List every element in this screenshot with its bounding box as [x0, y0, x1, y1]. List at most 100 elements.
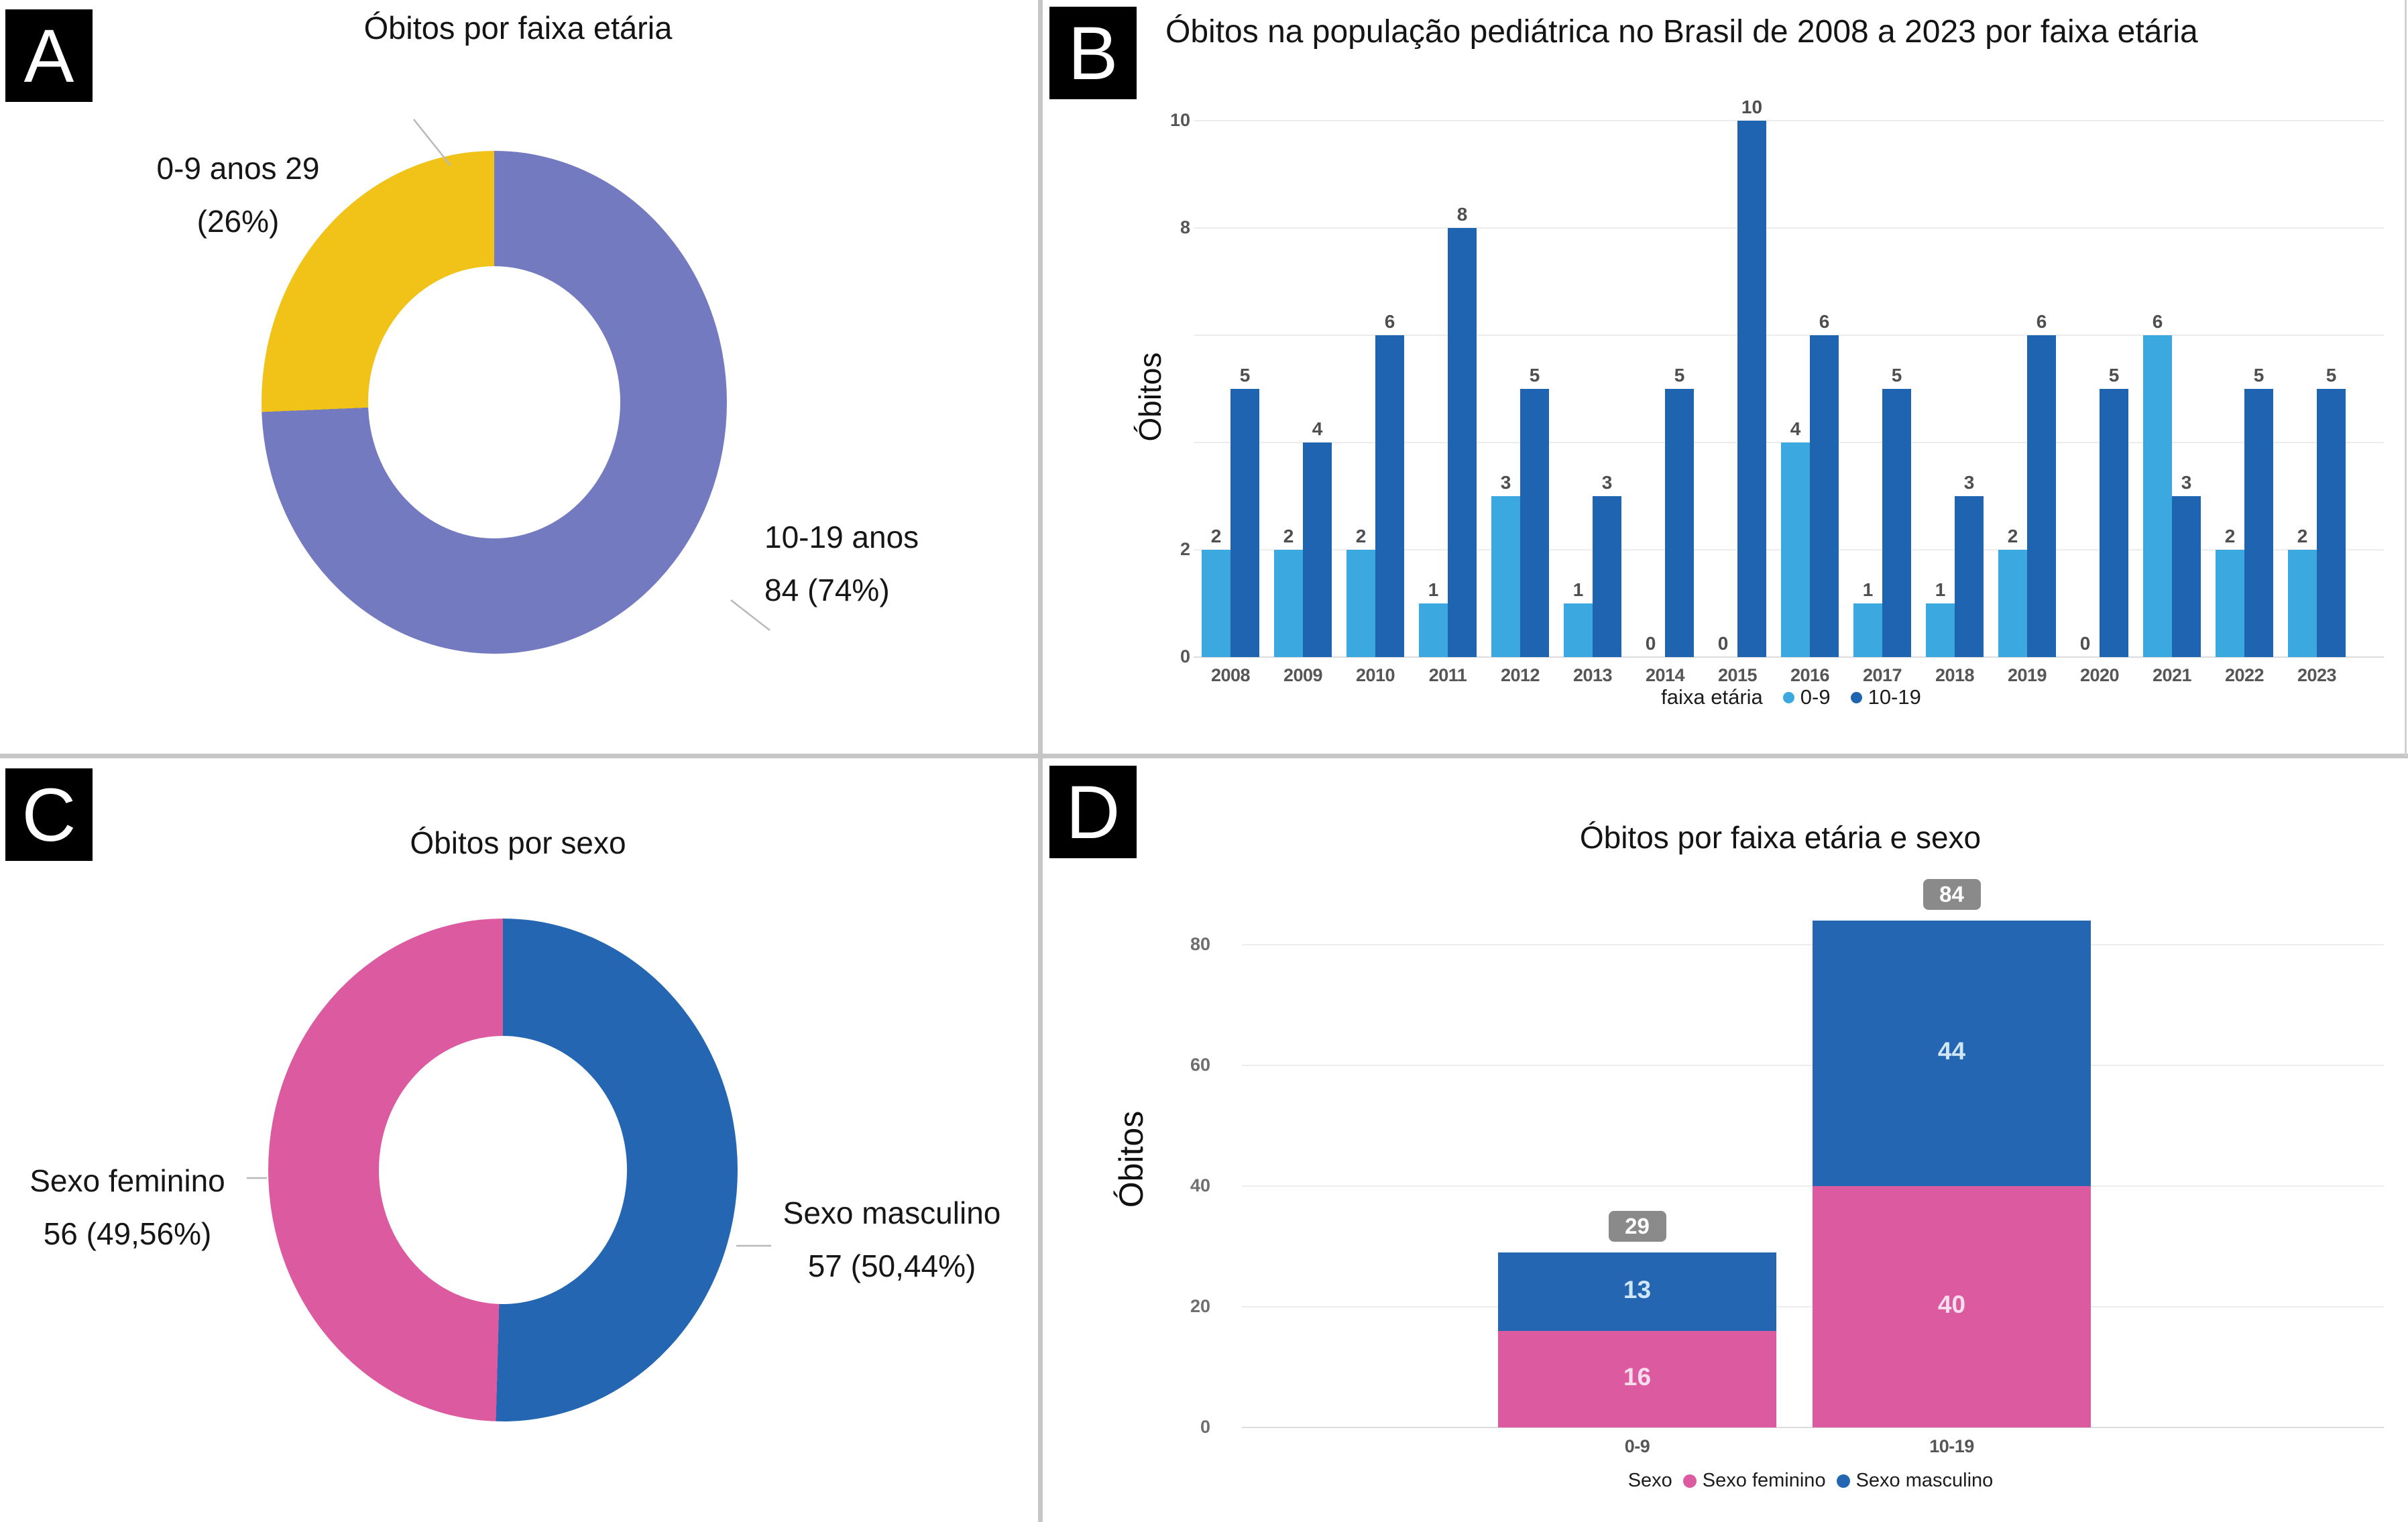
bar-value-label: 1	[1935, 579, 1946, 600]
segment-Sexo masculino	[1813, 921, 2091, 1186]
legend-dot	[1682, 1474, 1697, 1488]
panel-b-deaths-by-year-bar-chart: B Óbitos na população pediátrica no Bras…	[1046, 0, 2408, 755]
bar-value-label: 1	[1428, 579, 1439, 600]
bar-0-9	[1491, 496, 1520, 657]
x-tick-label: 2023	[2297, 665, 2337, 685]
panel-a-title: Óbitos por faixa etária	[363, 10, 673, 46]
bar-value-label: 2	[1355, 526, 1367, 546]
bar-value-label: 6	[1819, 311, 1830, 332]
legend-item-Sexo masculino: Sexo masculino	[1836, 1470, 1994, 1492]
gridline	[1194, 335, 2384, 336]
legend-item-10-19: 10-19	[1850, 685, 1921, 709]
panel-c-letter: C	[5, 768, 93, 861]
x-tick-label: 10-19	[1929, 1436, 1974, 1456]
bar-value-label: 4	[1790, 418, 1801, 439]
bar-0-9	[1564, 603, 1593, 657]
bar-10-19	[2172, 496, 2201, 657]
segment-Sexo feminino	[1813, 1186, 2091, 1427]
bar-10-19	[1955, 496, 1984, 657]
legend-item-label: 0-9	[1800, 685, 1831, 709]
bar-value-label: 5	[1529, 365, 1540, 386]
legend-dot	[1850, 691, 1862, 703]
bar-10-19	[1448, 228, 1477, 657]
bar-0-9	[1202, 550, 1230, 657]
x-tick-label: 2022	[2224, 665, 2264, 685]
legend-title: Sexo	[1627, 1470, 1672, 1491]
bar-value-label: 0	[2079, 633, 2091, 654]
panel-d-legend: Sexo Sexo feminino Sexo masculino	[1241, 1470, 2381, 1492]
legend-item-Sexo feminino: Sexo feminino	[1682, 1470, 1826, 1492]
bar-value-label: 0	[1717, 633, 1729, 654]
x-tick-label: 2015	[1717, 665, 1758, 685]
legend-title: faixa etária	[1661, 685, 1763, 709]
legend-item-label: 10-19	[1868, 685, 1921, 709]
slice-label-10-19-line2: 84 (74%)	[764, 573, 890, 608]
bar-0-9	[2216, 550, 2244, 657]
bar-10-19	[2100, 389, 2128, 657]
panel-b-letter: B	[1049, 7, 1137, 99]
panel-b-title: Óbitos na população pediátrica no Brasil…	[1165, 14, 2198, 50]
bar-value-label: 2	[2224, 526, 2236, 546]
x-tick-label: 2008	[1210, 665, 1251, 685]
bar-0-9	[2143, 335, 2172, 657]
bar-value-label: 5	[2108, 365, 2120, 386]
bar-value-label: 6	[1384, 311, 1395, 332]
legend-item-label: Sexo masculino	[1855, 1470, 1994, 1491]
panel-d-y-axis-label: Óbitos	[1112, 1110, 1150, 1208]
bar-10-19	[1375, 335, 1404, 657]
y-tick-label: 8	[1180, 217, 1190, 237]
bar-0-9	[1781, 443, 1810, 657]
x-tick-label: 2010	[1355, 665, 1395, 685]
panel-c-title: Óbitos por sexo	[410, 825, 626, 860]
segment-Sexo masculino	[1498, 1252, 1776, 1331]
y-tick-label: 0	[1180, 646, 1190, 666]
bar-value-label: 5	[1891, 365, 1902, 386]
gridline	[1194, 227, 2384, 229]
gridline	[1194, 120, 2384, 121]
x-tick-label: 2020	[2079, 665, 2120, 685]
legend-item-label: Sexo feminino	[1702, 1470, 1826, 1491]
segment-Sexo feminino	[1498, 1331, 1776, 1427]
bar-0-9	[1926, 603, 1955, 657]
bar-value-label: 8	[1456, 204, 1468, 225]
y-tick-label: 0	[1200, 1417, 1210, 1437]
x-tick-label: 2017	[1862, 665, 1902, 685]
slice-label-masculino: Sexo masculino 57 (50,44%)	[741, 1187, 1043, 1293]
bar-value-label: 0	[1645, 633, 1656, 654]
x-tick-label: 2014	[1645, 665, 1685, 685]
bar-value-label: 5	[2326, 365, 2337, 386]
bar-value-label: 5	[1674, 365, 1685, 386]
bar-value-label: 2	[2297, 526, 2308, 546]
x-axis-line	[1242, 1427, 2384, 1428]
panel-d-deaths-by-age-sex-stacked-bar: D Óbitos por faixa etária e sexo Óbitos …	[1046, 758, 2408, 1522]
bar-10-19	[1230, 389, 1259, 657]
slice-label-feminino-line2: 56 (49,56%)	[43, 1216, 212, 1252]
bar-0-9	[1274, 550, 1303, 657]
panel-d-letter: D	[1049, 766, 1137, 858]
bar-value-label: 2	[2007, 526, 2018, 546]
bar-10-19	[1737, 121, 1766, 657]
legend-dot	[1836, 1474, 1850, 1488]
x-tick-label: 2011	[1428, 665, 1467, 685]
y-tick-label: 2	[1180, 539, 1190, 559]
y-tick-label: 80	[1190, 934, 1210, 954]
bar-10-19	[1882, 389, 1911, 657]
bar-10-19	[1303, 443, 1332, 657]
legend-item-0-9: 0-9	[1782, 685, 1831, 709]
panel-c-deaths-by-sex-donut: C Óbitos por sexo Sexo feminino 56 (49,5…	[0, 758, 1036, 1522]
bar-0-9	[2288, 550, 2317, 657]
x-tick-label: 2019	[2007, 665, 2047, 685]
bar-10-19	[2027, 335, 2056, 657]
slice-label-0-9-line1: 0-9 anos 29	[156, 151, 320, 186]
segment-value-label: 16	[1623, 1363, 1652, 1391]
x-tick-label: 2018	[1935, 665, 1975, 685]
vertical-divider	[1038, 0, 1043, 1522]
y-tick-label: 60	[1190, 1055, 1210, 1075]
x-tick-label: 2012	[1500, 665, 1540, 685]
bar-value-label: 2	[1283, 526, 1294, 546]
segment-value-label: 13	[1623, 1275, 1652, 1303]
bar-value-label: 10	[1741, 97, 1763, 117]
y-tick-label: 40	[1190, 1175, 1210, 1195]
bar-value-label: 1	[1572, 579, 1584, 600]
